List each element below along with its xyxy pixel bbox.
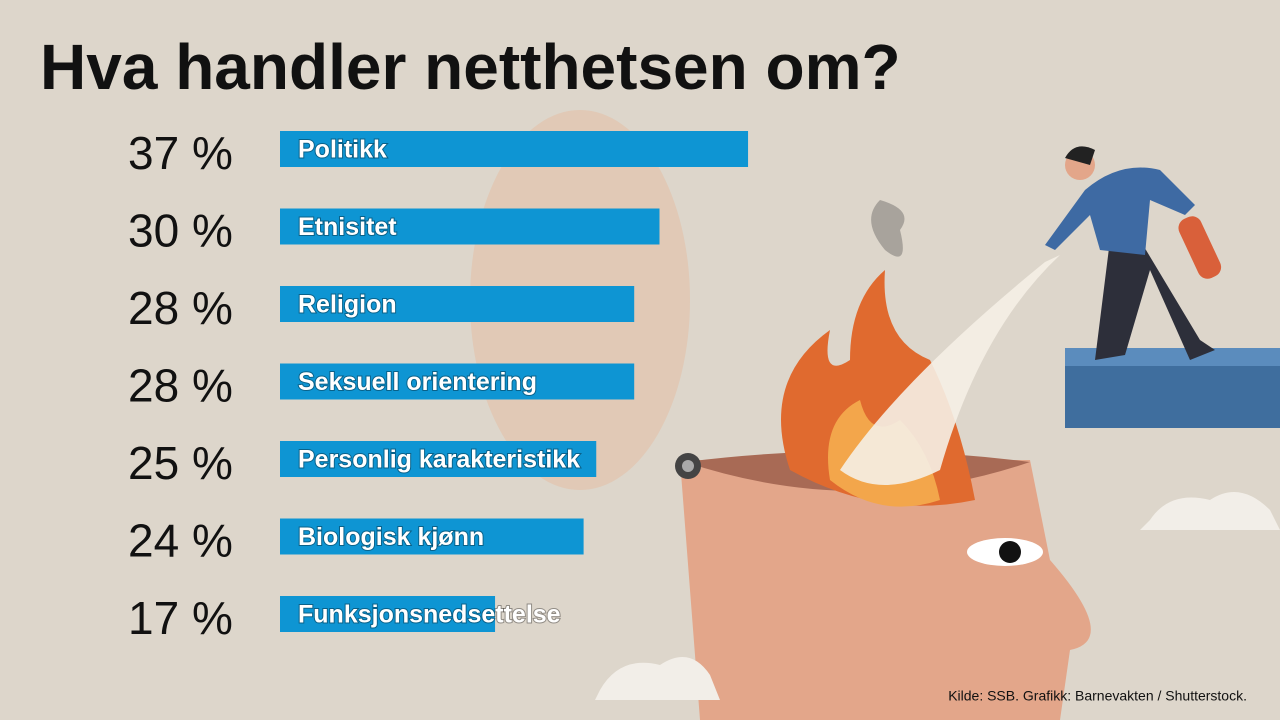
bar [280, 286, 635, 322]
category-label: Religion [298, 291, 397, 319]
value-label: 24 % [128, 515, 233, 567]
category-label: Biologisk kjønn [298, 523, 484, 551]
bar [280, 363, 635, 400]
value-label: 25 % [128, 437, 233, 489]
bar [280, 596, 496, 632]
source: Kilde: SSB. Grafikk: Barnevakten / Shutt… [948, 688, 1247, 704]
category-label: Funksjonsnedsettelse [298, 601, 561, 629]
category-label: Politikk [298, 136, 387, 164]
bar [280, 131, 749, 167]
value-label: 37 % [128, 127, 233, 179]
value-label: 28 % [128, 360, 233, 412]
value-label: 17 % [128, 592, 233, 644]
category-label: Etnisitet [298, 213, 397, 241]
bar [280, 518, 584, 555]
bar [280, 441, 597, 477]
chart-title: Hva handler netthetsen om? [40, 31, 901, 103]
category-label: Seksuell orientering [298, 368, 537, 396]
category-label: Personlig karakteristikk [298, 446, 580, 474]
value-label: 28 % [128, 282, 233, 334]
bar [280, 208, 660, 245]
value-label: 30 % [128, 205, 233, 257]
